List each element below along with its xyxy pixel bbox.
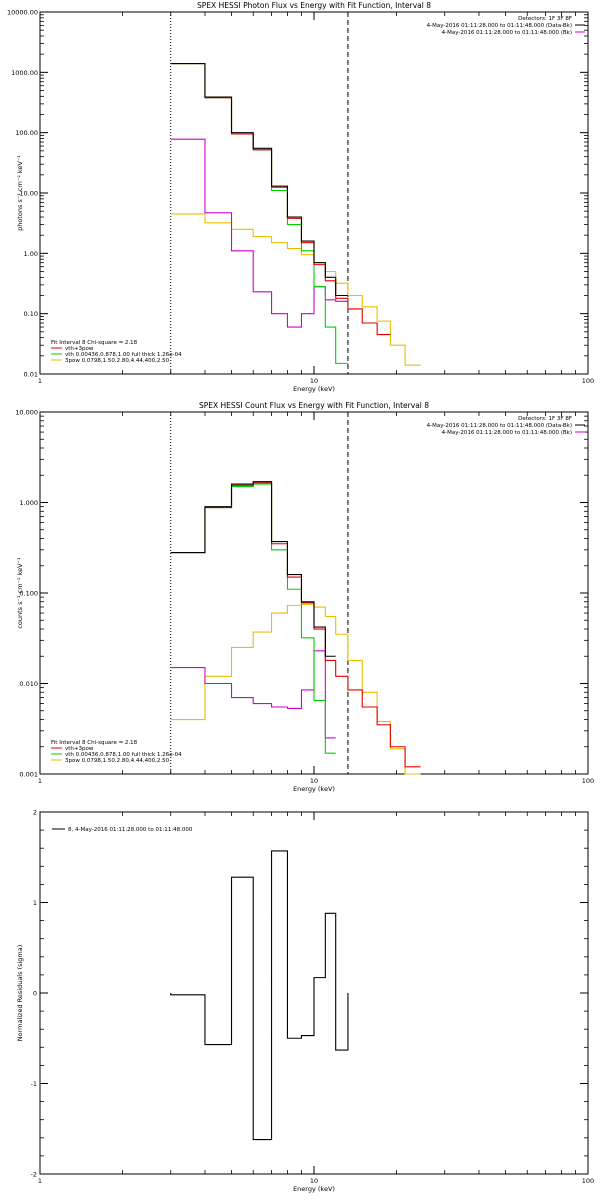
series-vth-3pow-line [170, 482, 421, 768]
series-data-bk-line [170, 62, 348, 297]
x-axis-label: Energy (keV) [293, 785, 335, 793]
fit-legend-item: 3pow 0.0798,1.50,2.80,4.44,400,2.50 [65, 358, 170, 364]
y-tick-label: 2 [33, 809, 37, 817]
y-tick-label: 10.000 [15, 409, 38, 417]
y-tick-label: 1000.00 [11, 69, 38, 77]
x-tick-label: 10 [310, 777, 318, 785]
x-tick-label: 1 [38, 377, 42, 385]
header-interval-data: 4-May-2016 01:11:28.000 to 01:11:48.000 … [427, 23, 572, 29]
x-tick-label: 10 [310, 1177, 318, 1185]
series-3pow-line [170, 603, 421, 775]
fit-legend-header: Fit Interval 8 Chi-square = 2.18 [51, 740, 138, 746]
series-vth-line [170, 483, 336, 754]
series-data-bk-line [170, 481, 336, 657]
fit-legend-header: Fit Interval 8 Chi-square = 2.18 [51, 340, 138, 346]
x-axis-label: Energy (keV) [293, 1185, 335, 1193]
y-axis-label: photons s⁻¹ cm⁻² keV⁻¹ [16, 155, 24, 231]
fit-legend-item: 3pow 0.0798,1.50,2.80,4.44,400,2.50 [65, 758, 170, 764]
x-axis-label: Energy (keV) [293, 385, 335, 393]
y-tick-label: 0.01 [24, 371, 38, 379]
y-axis-label: Normalized Residuals (sigma) [16, 945, 24, 1042]
x-tick-label: 100 [582, 777, 594, 785]
y-tick-label: 10000.00 [7, 9, 38, 17]
y-tick-label: 0.001 [19, 771, 38, 779]
chart-title: SPEX HESSI Count Flux vs Energy with Fit… [199, 401, 429, 410]
y-tick-label: 1.00 [24, 250, 38, 258]
y-tick-label: 0.10 [24, 310, 38, 318]
y-tick-label: 0.100 [19, 590, 38, 598]
fit-legend-item: vth 0.00436,0.878,1.00 full thick 1.26e-… [65, 752, 182, 758]
y-tick-label: -2 [31, 1171, 37, 1179]
x-tick-label: 1 [38, 1177, 42, 1185]
y-tick-label: 100.00 [15, 129, 38, 137]
plot-frame [39, 11, 589, 375]
chart-panel-1: SPEX HESSI Photon Flux vs Energy with Fi… [7, 1, 594, 393]
series-vth-3pow-line [170, 62, 391, 336]
y-tick-label: -1 [31, 1080, 37, 1088]
fit-legend-item: vth 0.00436,0.878,1.00 full thick 1.26e-… [65, 352, 182, 358]
y-tick-label: 0.010 [19, 680, 38, 688]
chart-title: SPEX HESSI Photon Flux vs Energy with Fi… [197, 1, 431, 10]
header-interval-bk: 4-May-2016 01:11:28.000 to 01:11:48.000 … [442, 430, 572, 436]
y-tick-label: 1 [33, 899, 37, 907]
header-interval-bk: 4-May-2016 01:11:28.000 to 01:11:48.000 … [442, 30, 572, 36]
header-interval-data: 4-May-2016 01:11:28.000 to 01:11:48.000 … [427, 423, 572, 429]
detectors-label: Detectors: 1F 3F 8F [518, 416, 572, 422]
x-tick-label: 1 [38, 777, 42, 785]
y-tick-label: 10.00 [19, 190, 38, 198]
x-tick-label: 100 [582, 377, 594, 385]
y-axis-label: counts s⁻¹ cm⁻² keV⁻¹ [16, 557, 24, 629]
series-bk-line [170, 138, 348, 328]
x-tick-label: 100 [582, 1177, 594, 1185]
fit-legend-item: vth+3pow [65, 346, 94, 352]
chart-panel-2: SPEX HESSI Count Flux vs Energy with Fit… [15, 401, 594, 793]
residual-legend: 8, 4-May-2016 01:11:28.000 to 01:11:48.0… [68, 827, 193, 833]
x-tick-label: 10 [310, 377, 318, 385]
series-3pow-line [170, 213, 421, 366]
y-tick-label: 1.000 [19, 499, 38, 507]
fit-legend-item: vth+3pow [65, 746, 94, 752]
detectors-label: Detectors: 1F 3F 8F [518, 16, 572, 22]
y-tick-label: 0 [33, 990, 37, 998]
series-bk-line [170, 650, 336, 739]
series-residuals-line [170, 850, 349, 1141]
chart-panel-3: 1 10 100 Energy (keV) -2 -1 0 1 2 Normalized Resi… [16, 809, 594, 1194]
plot-frame [39, 411, 589, 775]
